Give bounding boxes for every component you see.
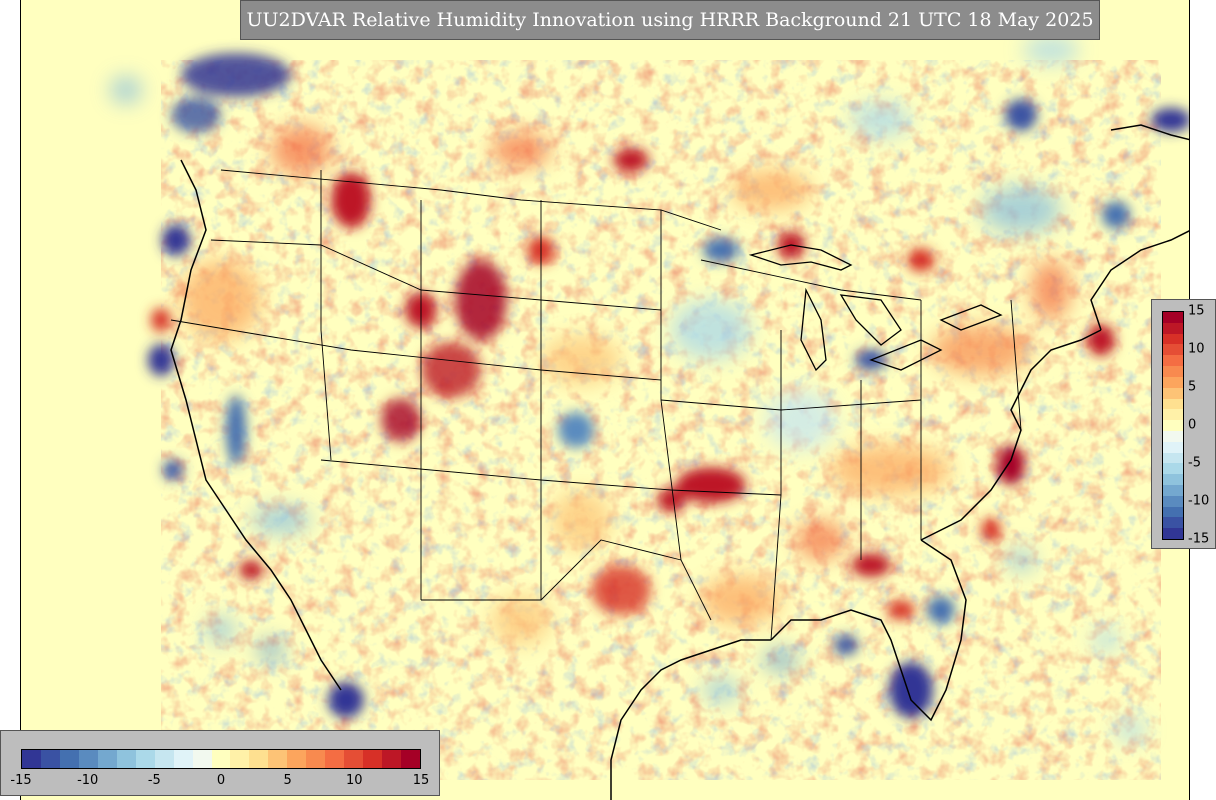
colorbar-tick-label: -10 xyxy=(77,773,99,788)
land-texture xyxy=(161,60,1161,780)
colorbar-swatch xyxy=(1163,474,1183,485)
colorbar-swatch xyxy=(192,750,212,768)
colorbar-swatch xyxy=(173,750,193,768)
colorbar-tick-label: 10 xyxy=(346,773,363,788)
coastlines xyxy=(170,124,1189,800)
colorbar-swatch xyxy=(1163,495,1183,507)
map-title: UU2DVAR Relative Humidity Innovation usi… xyxy=(240,0,1100,40)
colorbar-swatch xyxy=(1163,452,1183,464)
horizontal-colorbar: -15 -10 -5 0 5 10 15 xyxy=(0,730,440,796)
colorbar-swatch xyxy=(1163,387,1183,399)
colorbar-swatch xyxy=(1163,528,1183,540)
colorbar-swatch xyxy=(154,750,174,768)
colorbar-swatch xyxy=(135,750,155,768)
colorbar-swatch xyxy=(1163,409,1183,421)
colorbar-tick-label: 15 xyxy=(1188,303,1205,319)
colorbar-swatch xyxy=(97,750,117,768)
colorbar-swatch xyxy=(1163,312,1183,323)
colorbar-tick-label: -5 xyxy=(1188,455,1201,471)
colorbar-swatch xyxy=(116,750,136,768)
colorbar-swatch xyxy=(287,750,307,768)
colorbar-swatch xyxy=(249,750,269,768)
vertical-colorbar-gradient xyxy=(1162,311,1184,540)
colorbar-swatch xyxy=(344,750,364,768)
colorbar-tick-label: 15 xyxy=(412,773,430,788)
colorbar-tick-label: -5 xyxy=(147,773,161,788)
colorbar-swatch xyxy=(306,750,326,768)
colorbar-swatch xyxy=(1163,333,1183,345)
colorbar-swatch xyxy=(59,750,79,768)
colorbar-swatch xyxy=(1163,344,1183,356)
vertical-colorbar: 15 10 5 0 -5 -10 -15 xyxy=(1151,299,1216,549)
great-lakes xyxy=(748,244,1003,372)
state-borders xyxy=(170,169,1022,641)
colorbar-swatch xyxy=(211,750,231,768)
colorbar-swatch xyxy=(22,750,41,768)
colorbar-tick-label: 10 xyxy=(1188,341,1205,357)
colorbar-tick-label: -15 xyxy=(10,773,32,788)
colorbar-swatch xyxy=(1163,441,1183,453)
colorbar-swatch xyxy=(78,750,98,768)
horizontal-colorbar-gradient xyxy=(21,749,421,769)
colorbar-swatch xyxy=(382,750,402,768)
colorbar-swatch xyxy=(1163,506,1183,518)
colorbar-swatch xyxy=(40,750,60,768)
humidity-innovation-map xyxy=(20,0,1190,800)
colorbar-swatch xyxy=(1163,517,1183,529)
colorbar-tick-label: 5 xyxy=(283,773,292,788)
colorbar-swatch xyxy=(268,750,288,768)
colorbar-swatch xyxy=(1163,463,1183,475)
colorbar-swatch xyxy=(1163,430,1183,442)
colorbar-swatch xyxy=(1163,366,1183,377)
colorbar-swatch xyxy=(230,750,250,768)
colorbar-swatch xyxy=(1163,376,1183,388)
colorbar-tick-label: 0 xyxy=(216,773,226,788)
colorbar-swatch xyxy=(325,750,345,768)
colorbar-swatch xyxy=(1163,485,1183,496)
map-canvas xyxy=(21,0,1189,800)
anomaly-blobs xyxy=(110,36,1189,742)
colorbar-swatch xyxy=(363,750,383,768)
colorbar-swatch xyxy=(1163,355,1183,367)
colorbar-swatch xyxy=(1163,398,1183,410)
colorbar-swatch xyxy=(1163,322,1183,334)
colorbar-swatch xyxy=(401,750,421,768)
colorbar-swatch xyxy=(1163,420,1183,431)
colorbar-tick-label: 0 xyxy=(1188,417,1197,433)
colorbar-tick-label: 5 xyxy=(1188,379,1197,395)
colorbar-tick-label: -10 xyxy=(1188,493,1210,509)
colorbar-tick-label: -15 xyxy=(1188,531,1210,547)
